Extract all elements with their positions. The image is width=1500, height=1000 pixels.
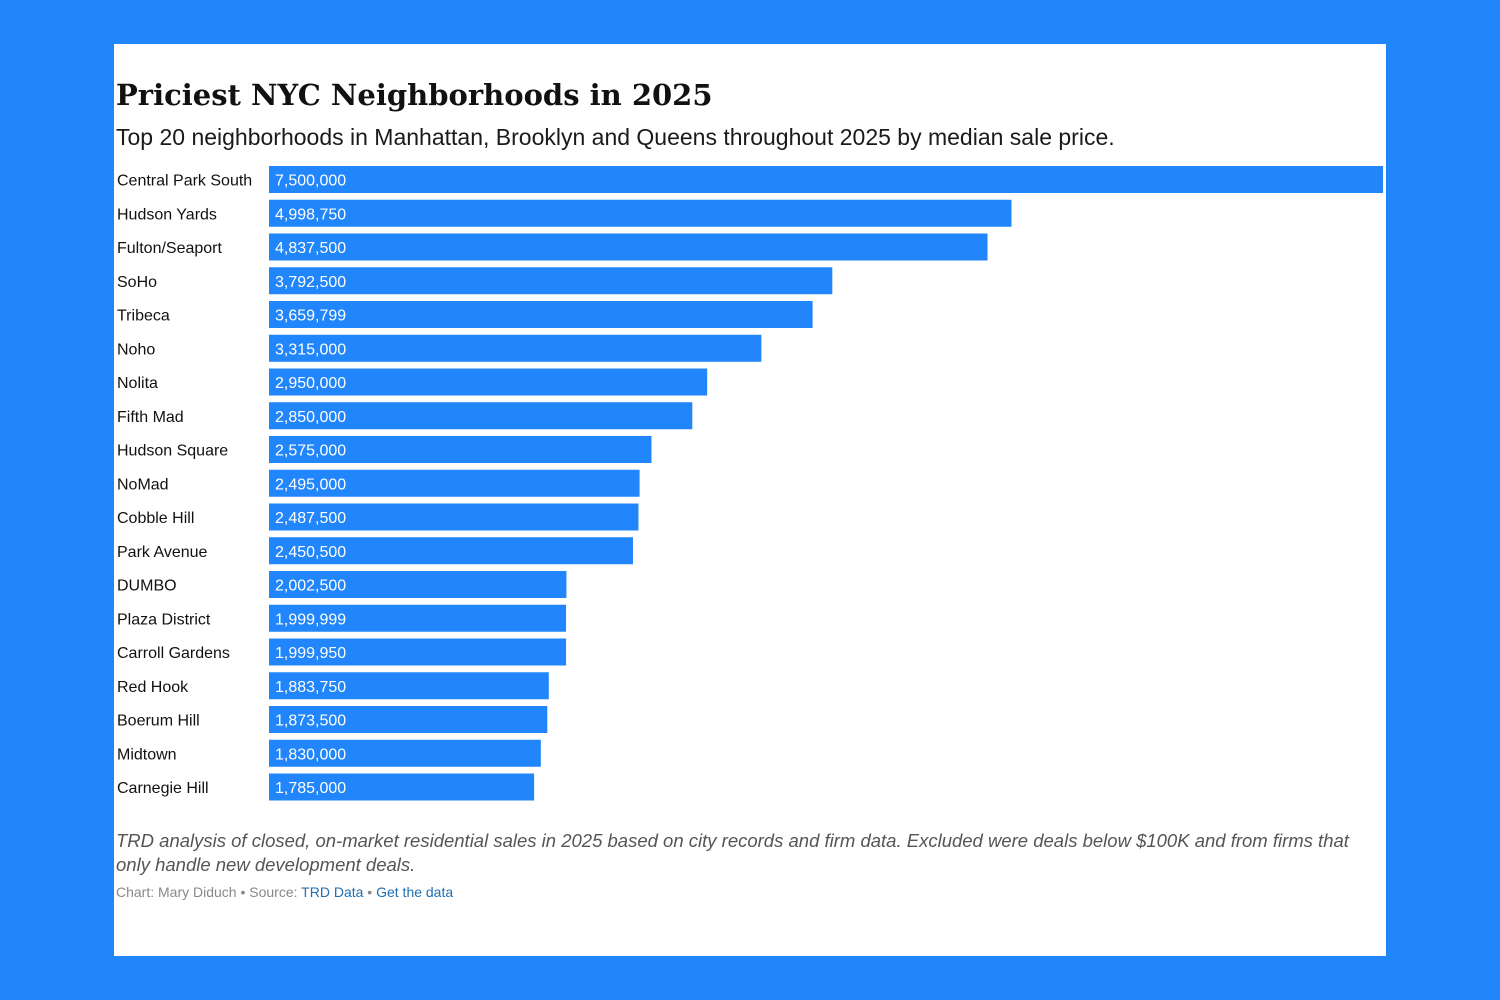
bar[interactable] bbox=[269, 571, 567, 598]
value-label: 2,495,000 bbox=[275, 476, 346, 493]
value-label: 1,999,999 bbox=[275, 611, 346, 628]
value-label: 1,830,000 bbox=[275, 746, 346, 763]
bar[interactable] bbox=[269, 267, 833, 295]
chart-note: TRD analysis of closed, on-market reside… bbox=[116, 830, 1349, 875]
category-label: Noho bbox=[117, 341, 155, 358]
category-label: Midtown bbox=[117, 746, 177, 763]
category-label: Nolita bbox=[117, 375, 158, 392]
category-label: Red Hook bbox=[117, 679, 189, 696]
category-label: Central Park South bbox=[117, 173, 252, 190]
value-label: 1,999,950 bbox=[275, 645, 346, 662]
value-label: 2,850,000 bbox=[275, 409, 346, 426]
credit-separator: • bbox=[363, 884, 377, 900]
category-label: DUMBO bbox=[117, 578, 177, 595]
bar[interactable] bbox=[269, 604, 567, 632]
bar[interactable] bbox=[269, 672, 549, 700]
bar[interactable] bbox=[269, 301, 813, 328]
value-label: 2,487,500 bbox=[275, 510, 346, 527]
chart-subtitle: Top 20 neighborhoods in Manhattan, Brook… bbox=[116, 124, 1115, 150]
value-label: 3,659,799 bbox=[275, 308, 346, 325]
value-label: 3,315,000 bbox=[275, 341, 346, 358]
value-label: 1,785,000 bbox=[275, 780, 346, 797]
value-label: 3,792,500 bbox=[275, 274, 346, 291]
bar[interactable] bbox=[269, 402, 693, 430]
value-label: 2,002,500 bbox=[275, 578, 346, 595]
bar[interactable] bbox=[269, 537, 633, 565]
category-label: Hudson Yards bbox=[117, 206, 217, 223]
value-label: 2,575,000 bbox=[275, 443, 346, 460]
category-label: SoHo bbox=[117, 274, 157, 291]
bar[interactable] bbox=[269, 773, 535, 801]
bar[interactable] bbox=[269, 638, 567, 666]
category-label: Boerum Hill bbox=[117, 713, 200, 730]
bar-chart: Central Park South 7,500,000 Hudson Yards 4… bbox=[117, 166, 1383, 801]
category-label: Plaza District bbox=[117, 611, 211, 628]
bar[interactable] bbox=[269, 706, 548, 733]
bar[interactable] bbox=[269, 368, 708, 396]
value-label: 2,950,000 bbox=[275, 375, 346, 392]
category-label: Hudson Square bbox=[117, 443, 228, 460]
category-label: NoMad bbox=[117, 476, 169, 493]
value-label: 4,837,500 bbox=[275, 240, 346, 257]
category-label: Park Avenue bbox=[117, 544, 208, 561]
value-label: 1,873,500 bbox=[275, 713, 346, 730]
value-label: 2,450,500 bbox=[275, 544, 346, 561]
category-label: Cobble Hill bbox=[117, 510, 194, 527]
category-label: Carnegie Hill bbox=[117, 780, 209, 797]
chart-title: Priciest NYC Neighborhoods in 2025 bbox=[116, 78, 713, 112]
category-label: Tribeca bbox=[117, 308, 170, 325]
source-link[interactable]: TRD Data bbox=[301, 884, 364, 900]
bar[interactable] bbox=[269, 436, 652, 463]
bar[interactable] bbox=[269, 199, 1012, 227]
chart-credits: Chart: Mary Diduch • Source: TRD Data • … bbox=[116, 884, 453, 900]
value-label: 7,500,000 bbox=[275, 173, 346, 190]
value-label: 1,883,750 bbox=[275, 679, 346, 696]
category-label: Fifth Mad bbox=[117, 409, 184, 426]
category-label: Carroll Gardens bbox=[117, 645, 230, 662]
credit-text: Chart: Mary Diduch • Source: bbox=[116, 884, 302, 900]
bar[interactable] bbox=[269, 166, 1383, 193]
bar[interactable] bbox=[269, 334, 762, 362]
value-label: 4,998,750 bbox=[275, 206, 346, 223]
category-label: Fulton/Seaport bbox=[117, 240, 223, 257]
bar[interactable] bbox=[269, 503, 639, 531]
get-data-link[interactable]: Get the data bbox=[376, 884, 454, 900]
bar[interactable] bbox=[269, 469, 640, 497]
bar[interactable] bbox=[269, 739, 541, 767]
chart-card: Priciest NYC Neighborhoods in 2025 Top 2… bbox=[114, 44, 1386, 956]
bar[interactable] bbox=[269, 233, 988, 261]
